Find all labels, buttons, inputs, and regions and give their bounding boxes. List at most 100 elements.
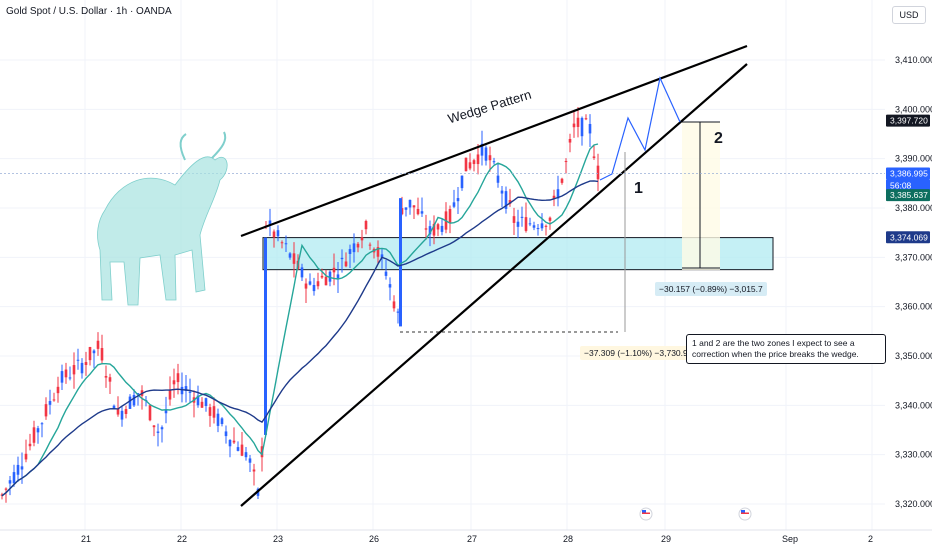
x-tick-label: 23 [273,534,283,544]
candle-body [80,362,84,374]
currency-button[interactable]: USD [892,6,926,24]
zone-2-label: 2 [714,130,723,147]
candle-body [500,190,504,194]
candle-body [568,138,572,143]
candle-body [148,405,152,421]
candle-body [456,198,460,202]
candle-body [40,423,44,425]
candle-body [44,404,48,417]
candle-body [248,458,252,463]
price-tag [886,231,930,244]
candle-body [72,365,76,375]
candle-body [340,257,344,260]
candle-body [564,161,568,163]
candle-body [472,160,476,165]
y-tick-label: 3,370.000 [895,252,932,262]
candle-body [484,147,488,161]
candle-body [276,230,280,237]
candle-body [76,359,80,361]
candle-body [292,253,296,264]
x-tick-label: 26 [369,534,379,544]
flag-canton-icon [642,510,646,513]
candle-body [388,284,392,288]
candle-body [344,261,348,267]
candle-body [284,243,288,245]
candle-body [556,189,560,199]
candle-body [560,178,564,183]
candle-body [240,444,244,456]
candle-body [440,225,444,232]
candle-body [512,216,516,223]
candle-body [532,225,536,228]
candle-body [432,223,436,236]
y-tick-label: 3,350.000 [895,351,932,361]
price-tags: 3,397.720 3,386.995 56:083,385.637 3,374.06… [886,114,930,244]
candle-body [188,391,192,393]
x-tick-label: 29 [661,534,671,544]
candle-body [304,283,308,289]
candle-body [572,123,576,128]
candle-body [68,377,72,379]
candle-body [208,407,212,416]
candle-body [156,431,160,433]
candle-body [268,220,272,226]
candle-body [592,156,596,158]
candle-body [212,406,216,418]
candle-body [168,389,172,400]
candle-body [96,340,100,349]
y-tick-label: 3,360.000 [895,302,932,312]
candle-body [468,162,472,169]
candle-body [196,395,200,406]
candle-body [540,223,544,229]
candle-body [524,217,528,231]
candle-body [460,175,464,189]
price-tag-label: 3,374.069 [890,232,928,242]
candle-body [20,466,24,470]
candle-body [308,281,312,285]
zone-1-label: 1 [634,180,643,197]
price-axis: 3,320.000 3,330.000 3,340.000 3,350.000 3,36… [895,55,932,509]
candle-body [264,237,267,435]
candle-body [452,202,456,207]
candle-body [520,216,524,218]
candle-body [548,217,552,221]
candle-body [352,243,356,253]
candle-body [544,225,548,227]
candle-body [300,267,304,278]
candle-body [280,242,284,244]
y-tick-label: 3,330.000 [895,450,932,460]
candle-body [216,413,220,426]
price-tag-label: 3,385.637 [890,190,928,200]
candle-body [180,386,184,395]
candle-body [596,165,600,180]
candle-body [428,226,432,235]
measure-1-label: −37.309 (−1.10%) −3,730.9 [580,346,692,360]
candle-body [376,247,380,257]
candle-body [496,175,500,183]
candle-body [324,276,328,286]
candle-body [576,117,580,127]
candle-body [228,439,232,447]
candle-body [368,244,372,246]
price-tag-label: 3,386.995 [890,168,928,178]
price-tag-label: 56:08 [890,180,912,190]
candle-body [272,231,276,238]
candle-body [124,409,128,414]
candle-body [176,373,180,383]
candle-body [464,157,468,172]
x-tick-label: 22 [177,534,187,544]
price-tag [886,167,930,180]
x-tick-label: 2 [868,534,873,544]
candle-body [52,399,56,401]
chart-title: Gold Spot / U.S. Dollar · 1h · OANDA [6,6,172,17]
price-tag [886,189,930,202]
candle-body [128,396,132,409]
candle-body [552,195,556,199]
candle-body [404,207,408,210]
candle-body [424,228,428,230]
candle-body [252,469,256,472]
x-tick-label: Sep [782,534,798,544]
chart-drawings [0,44,885,521]
y-tick-label: 3,390.000 [895,154,932,164]
